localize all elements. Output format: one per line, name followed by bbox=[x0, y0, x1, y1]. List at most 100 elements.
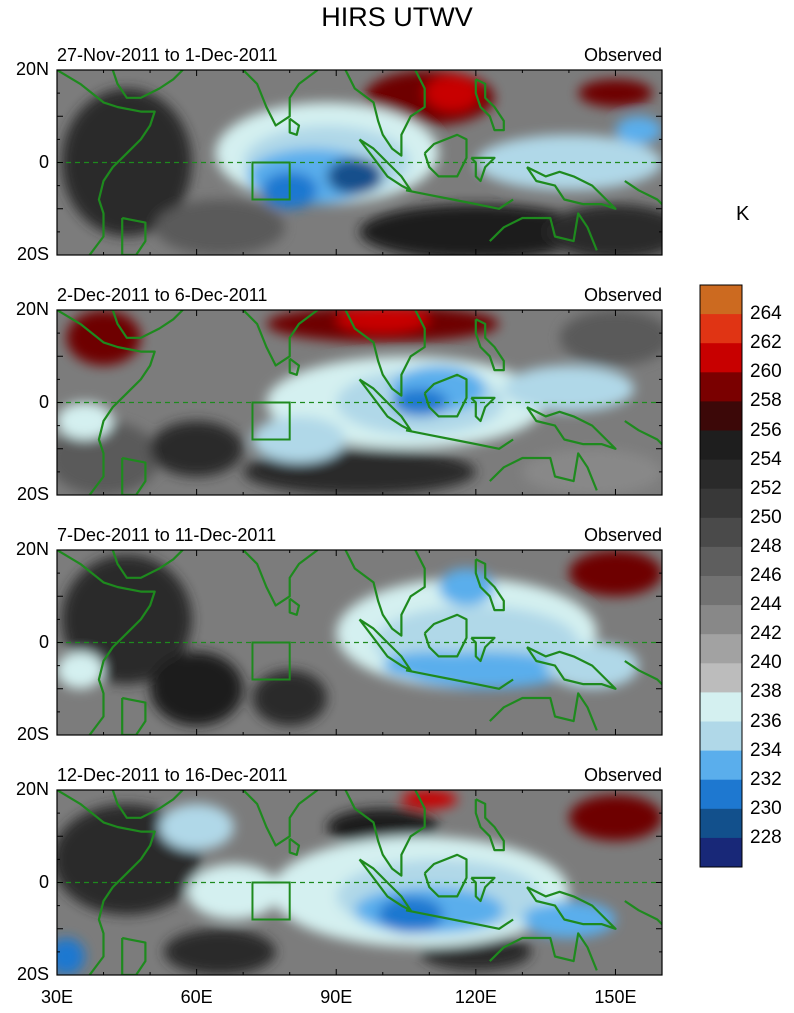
colorbar-level-label: 258 bbox=[750, 390, 782, 412]
colorbar-swatch bbox=[700, 285, 742, 315]
colorbar bbox=[699, 284, 743, 868]
colorbar-swatch bbox=[700, 459, 742, 490]
contour-blob bbox=[57, 938, 85, 975]
contour-blob bbox=[187, 864, 281, 920]
contour-blob bbox=[382, 651, 476, 680]
panel-observed-label: Observed bbox=[583, 765, 662, 785]
colorbar-level-label: 264 bbox=[750, 303, 782, 325]
colorbar-level-label: 236 bbox=[750, 710, 782, 732]
panel-observed-label: Observed bbox=[583, 525, 662, 545]
colorbar-swatch bbox=[700, 372, 742, 402]
contour-blob bbox=[66, 310, 141, 366]
panel-date-range: 2-Dec-2011 to 6-Dec-2011 bbox=[57, 285, 268, 305]
contour-blob bbox=[61, 554, 192, 685]
contour-blob bbox=[359, 204, 593, 255]
contour-blob bbox=[522, 448, 662, 495]
panel-date-range: 27-Nov-2011 to 1-Dec-2011 bbox=[57, 45, 278, 65]
contour-blob bbox=[252, 670, 327, 726]
longitude-tick-label: 150E bbox=[594, 987, 637, 1007]
contour-blob bbox=[164, 928, 276, 975]
colorbar-level-label: 246 bbox=[750, 565, 782, 586]
colorbar-swatch bbox=[700, 401, 742, 431]
colorbar-swatch bbox=[700, 343, 742, 373]
colorbar-level-label: 240 bbox=[750, 652, 782, 674]
contour-blob bbox=[336, 310, 430, 334]
colorbar-level-label: 232 bbox=[750, 768, 782, 790]
colorbar-level-label: 260 bbox=[750, 361, 782, 383]
colorbar-level-label: 256 bbox=[750, 419, 782, 441]
colorbar-level-label: 242 bbox=[750, 623, 782, 645]
colorbar-swatch bbox=[700, 663, 742, 693]
region-box bbox=[251, 161, 291, 201]
colorbar-swatch bbox=[700, 837, 742, 868]
longitude-tick-label: 30E bbox=[40, 987, 74, 1007]
panel-date-range: 12-Dec-2011 to 16-Dec-2011 bbox=[57, 765, 288, 785]
colorbar-swatch bbox=[700, 692, 742, 722]
contour-blob bbox=[159, 803, 234, 851]
latitude-tick-label: 20N bbox=[15, 299, 49, 319]
colorbar-level-label: 262 bbox=[750, 332, 782, 354]
contour-blob bbox=[326, 157, 383, 195]
latitude-tick-label: 0 bbox=[38, 631, 49, 652]
region-box bbox=[251, 881, 291, 921]
contour-blob bbox=[522, 901, 616, 938]
colorbar-swatch bbox=[700, 750, 742, 781]
colorbar-level-label: 248 bbox=[750, 535, 782, 557]
contour-blob bbox=[438, 568, 495, 606]
contour-blob bbox=[559, 310, 662, 366]
colorbar-swatch bbox=[700, 634, 742, 664]
colorbar-level-label: 252 bbox=[750, 477, 782, 499]
map-panel bbox=[56, 789, 663, 976]
contour-blob bbox=[475, 134, 662, 191]
colorbar-swatch bbox=[700, 517, 742, 548]
latitude-tick-label: 20S bbox=[16, 244, 49, 264]
figure-title: HIRS UTWV bbox=[321, 2, 473, 32]
contour-blob bbox=[57, 402, 113, 440]
coastlines bbox=[57, 790, 662, 975]
colorbar-swatch bbox=[700, 314, 742, 344]
latitude-tick-label: 0 bbox=[38, 151, 49, 172]
units-label: K bbox=[736, 203, 750, 225]
panel-observed-label: Observed bbox=[583, 45, 662, 65]
colorbar-swatch bbox=[700, 721, 742, 752]
contour-blob bbox=[401, 790, 458, 809]
coastlines bbox=[57, 70, 662, 255]
contour-blob bbox=[568, 550, 662, 597]
coastlines bbox=[57, 550, 662, 735]
contour-blob bbox=[578, 79, 653, 107]
panel-date-range: 7-Dec-2011 to 11-Dec-2011 bbox=[57, 525, 277, 545]
contour-blob bbox=[568, 794, 662, 841]
latitude-tick-label: 0 bbox=[38, 871, 49, 892]
contour-blob bbox=[57, 651, 104, 689]
map-panel bbox=[56, 549, 663, 736]
contour-blob bbox=[503, 365, 635, 412]
contour-blob bbox=[424, 74, 481, 112]
contour-blob bbox=[378, 896, 444, 934]
contour-blob bbox=[150, 421, 244, 477]
colorbar-level-label: 238 bbox=[750, 681, 782, 703]
colorbar-level-label: 250 bbox=[750, 506, 782, 528]
colorbar-level-label: 230 bbox=[750, 797, 782, 819]
colorbar-level-label: 244 bbox=[750, 594, 782, 616]
latitude-tick-label: 20S bbox=[16, 724, 49, 744]
contour-blob bbox=[61, 88, 192, 237]
region-box bbox=[251, 641, 291, 681]
colorbar-swatch bbox=[700, 488, 742, 519]
panel-observed-label: Observed bbox=[583, 285, 662, 305]
coastlines bbox=[57, 310, 662, 495]
contour-blob bbox=[150, 651, 244, 726]
latitude-tick-label: 0 bbox=[38, 391, 49, 412]
latitude-tick-label: 20N bbox=[15, 59, 49, 79]
colorbar-level-label: 228 bbox=[750, 826, 782, 848]
colorbar-swatch bbox=[700, 576, 742, 606]
map-panel bbox=[56, 309, 663, 496]
colorbar-swatch bbox=[700, 546, 742, 577]
colorbar-swatch bbox=[700, 430, 742, 461]
latitude-tick-label: 20S bbox=[16, 484, 49, 504]
longitude-tick-label: 120E bbox=[454, 987, 497, 1007]
contour-blob bbox=[57, 421, 160, 495]
longitude-tick-label: 60E bbox=[180, 987, 213, 1007]
longitude-tick-label: 90E bbox=[320, 987, 353, 1007]
latitude-tick-label: 20N bbox=[15, 539, 49, 559]
